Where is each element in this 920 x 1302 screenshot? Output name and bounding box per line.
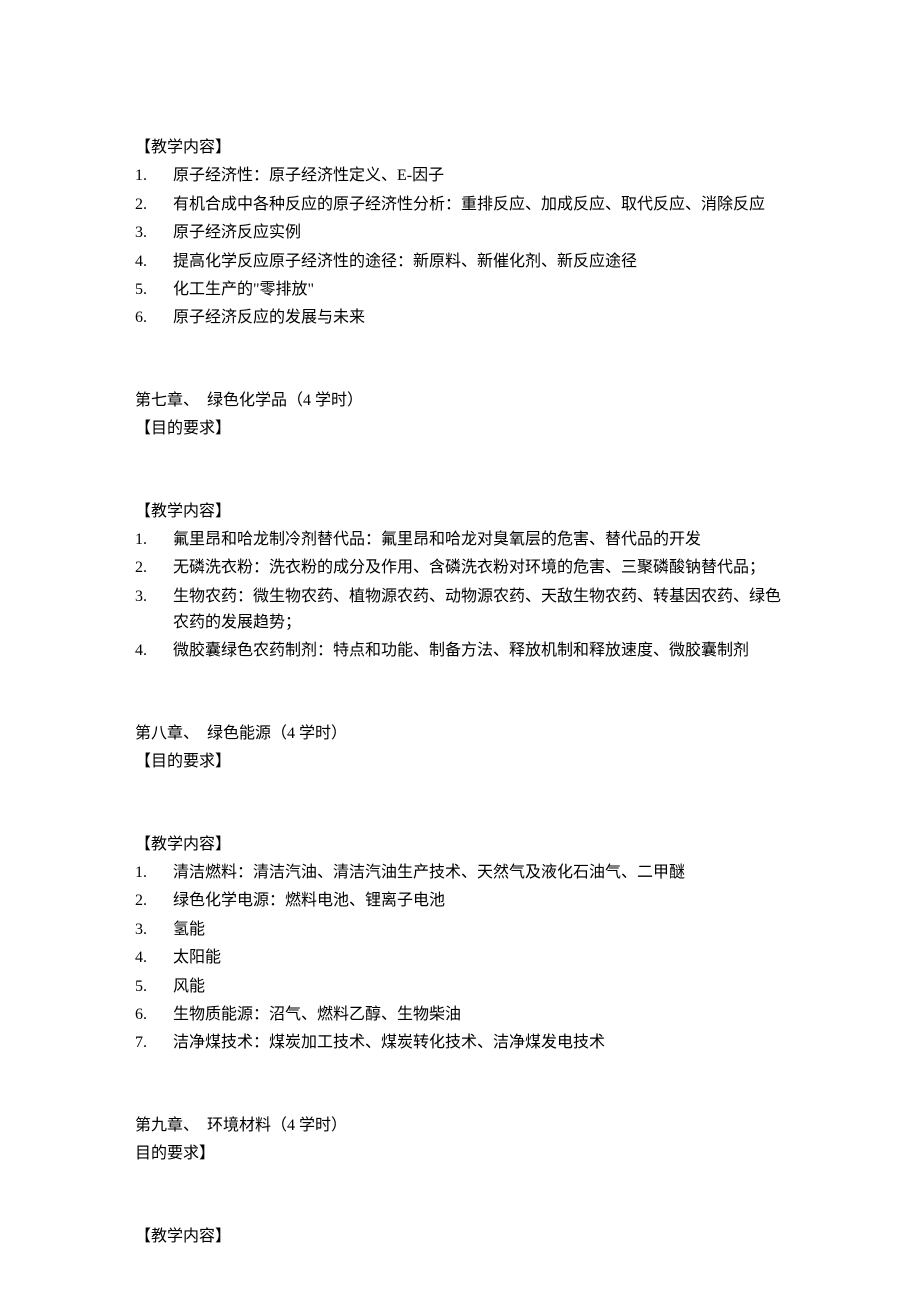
chapter7: 第七章、 绿色化学品（4 学时） 【目的要求】 【教学内容】 1. 氟里昂和哈龙… [135, 388, 785, 665]
item-text: 绿色化学电源：燃料电池、锂离子电池 [173, 888, 785, 914]
chapter7-requirements: 【目的要求】 [135, 416, 785, 442]
list-item: 6. 生物质能源：沼气、燃料乙醇、生物柴油 [135, 1002, 785, 1028]
item-text: 洁净煤技术：煤炭加工技术、煤炭转化技术、洁净煤发电技术 [173, 1030, 785, 1056]
item-number: 1. [135, 860, 173, 886]
item-number: 7. [135, 1030, 173, 1056]
chapter7-content-heading: 【教学内容】 [135, 499, 785, 525]
item-number: 2. [135, 888, 173, 914]
item-number: 5. [135, 974, 173, 1000]
item-number: 3. [135, 220, 173, 246]
chapter9: 第九章、 环境材料（4 学时） 目的要求】 【教学内容】 [135, 1113, 785, 1250]
chapter8-title: 第八章、 绿色能源（4 学时） [135, 721, 785, 747]
list-item: 1. 原子经济性：原子经济性定义、E-因子 [135, 163, 785, 189]
item-text: 提高化学反应原子经济性的途径：新原料、新催化剂、新反应途径 [173, 249, 785, 275]
list-item: 2. 有机合成中各种反应的原子经济性分析：重排反应、加成反应、取代反应、消除反应 [135, 192, 785, 218]
list-item: 4. 微胶囊绿色农药制剂：特点和功能、制备方法、释放机制和释放速度、微胶囊制剂 [135, 638, 785, 664]
item-text: 有机合成中各种反应的原子经济性分析：重排反应、加成反应、取代反应、消除反应 [173, 192, 785, 218]
list-item: 6. 原子经济反应的发展与未来 [135, 305, 785, 331]
item-text: 清洁燃料：清洁汽油、清洁汽油生产技术、天然气及液化石油气、二甲醚 [173, 860, 785, 886]
item-text: 风能 [173, 974, 785, 1000]
list-item: 5. 化工生产的"零排放" [135, 277, 785, 303]
list-item: 5. 风能 [135, 974, 785, 1000]
item-number: 6. [135, 1002, 173, 1028]
section6-list: 1. 原子经济性：原子经济性定义、E-因子 2. 有机合成中各种反应的原子经济性… [135, 163, 785, 331]
list-item: 4. 太阳能 [135, 945, 785, 971]
list-item: 3. 氢能 [135, 917, 785, 943]
item-number: 3. [135, 917, 173, 943]
section6-content-heading: 【教学内容】 [135, 135, 785, 161]
list-item: 1. 清洁燃料：清洁汽油、清洁汽油生产技术、天然气及液化石油气、二甲醚 [135, 860, 785, 886]
item-number: 3. [135, 584, 173, 610]
item-number: 4. [135, 249, 173, 275]
chapter9-requirements: 目的要求】 [135, 1141, 785, 1167]
list-item: 2. 无磷洗衣粉：洗衣粉的成分及作用、含磷洗衣粉对环境的危害、三聚磷酸钠替代品； [135, 555, 785, 581]
list-item: 3. 原子经济反应实例 [135, 220, 785, 246]
list-item: 3. 生物农药：微生物农药、植物源农药、动物源农药、天敌生物农药、转基因农药、绿… [135, 584, 785, 637]
item-number: 1. [135, 527, 173, 553]
chapter9-content-heading: 【教学内容】 [135, 1224, 785, 1250]
list-item: 2. 绿色化学电源：燃料电池、锂离子电池 [135, 888, 785, 914]
item-number: 2. [135, 192, 173, 218]
item-text: 氟里昂和哈龙制冷剂替代品：氟里昂和哈龙对臭氧层的危害、替代品的开发 [173, 527, 785, 553]
item-number: 6. [135, 305, 173, 331]
chapter8-list: 1. 清洁燃料：清洁汽油、清洁汽油生产技术、天然气及液化石油气、二甲醚 2. 绿… [135, 860, 785, 1057]
list-item: 1. 氟里昂和哈龙制冷剂替代品：氟里昂和哈龙对臭氧层的危害、替代品的开发 [135, 527, 785, 553]
item-text: 化工生产的"零排放" [173, 277, 785, 303]
item-number: 5. [135, 277, 173, 303]
section6-content: 【教学内容】 1. 原子经济性：原子经济性定义、E-因子 2. 有机合成中各种反… [135, 135, 785, 332]
item-text: 原子经济反应的发展与未来 [173, 305, 785, 331]
item-text: 微胶囊绿色农药制剂：特点和功能、制备方法、释放机制和释放速度、微胶囊制剂 [173, 638, 785, 664]
chapter9-title: 第九章、 环境材料（4 学时） [135, 1113, 785, 1139]
item-number: 1. [135, 163, 173, 189]
chapter7-title: 第七章、 绿色化学品（4 学时） [135, 388, 785, 414]
list-item: 4. 提高化学反应原子经济性的途径：新原料、新催化剂、新反应途径 [135, 249, 785, 275]
item-text: 太阳能 [173, 945, 785, 971]
item-text: 氢能 [173, 917, 785, 943]
item-number: 2. [135, 555, 173, 581]
chapter8: 第八章、 绿色能源（4 学时） 【目的要求】 【教学内容】 1. 清洁燃料：清洁… [135, 721, 785, 1057]
chapter7-list: 1. 氟里昂和哈龙制冷剂替代品：氟里昂和哈龙对臭氧层的危害、替代品的开发 2. … [135, 527, 785, 665]
list-item: 7. 洁净煤技术：煤炭加工技术、煤炭转化技术、洁净煤发电技术 [135, 1030, 785, 1056]
chapter8-requirements: 【目的要求】 [135, 749, 785, 775]
item-number: 4. [135, 638, 173, 664]
item-text: 原子经济性：原子经济性定义、E-因子 [173, 163, 785, 189]
item-text: 生物质能源：沼气、燃料乙醇、生物柴油 [173, 1002, 785, 1028]
chapter8-content-heading: 【教学内容】 [135, 832, 785, 858]
item-number: 4. [135, 945, 173, 971]
item-text: 原子经济反应实例 [173, 220, 785, 246]
item-text: 生物农药：微生物农药、植物源农药、动物源农药、天敌生物农药、转基因农药、绿色农药… [173, 584, 785, 637]
item-text: 无磷洗衣粉：洗衣粉的成分及作用、含磷洗衣粉对环境的危害、三聚磷酸钠替代品； [173, 555, 785, 581]
